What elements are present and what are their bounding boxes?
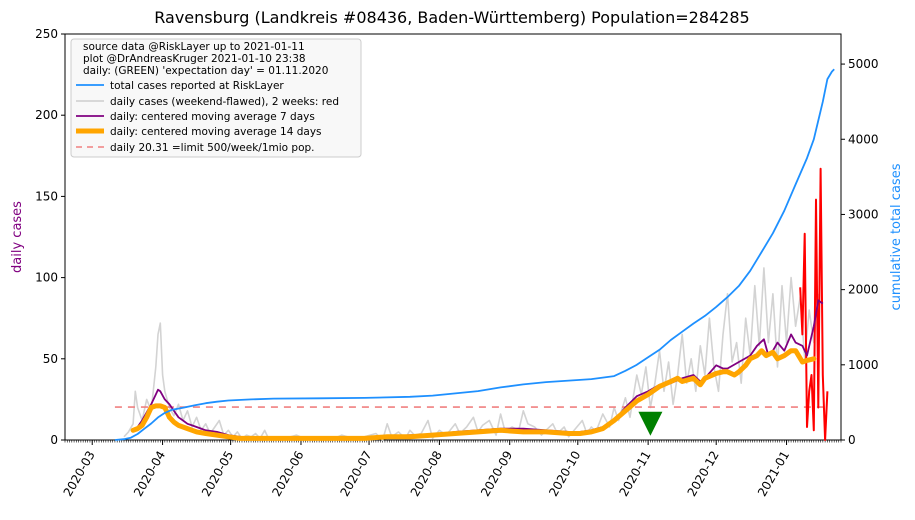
y-right-tick-label: 1000 bbox=[848, 358, 879, 372]
y-axis-label-right: cumulative total cases bbox=[889, 163, 904, 310]
expectation-day-marker bbox=[638, 411, 663, 436]
x-month-tick-label: 2020-04 bbox=[131, 449, 168, 499]
x-month-tick-label: 2020-05 bbox=[199, 449, 236, 499]
y-left-tick-label: 0 bbox=[50, 433, 58, 447]
y-right-tick-label: 0 bbox=[848, 433, 856, 447]
y-left-tick-label: 200 bbox=[35, 108, 58, 122]
legend-info-line-3: daily: (GREEN) 'expectation day' = 01.11… bbox=[83, 65, 328, 77]
y-left-tick-label: 50 bbox=[43, 352, 58, 366]
y-left-tick-label: 150 bbox=[35, 189, 58, 203]
legend: source data @RiskLayer up to 2021-01-11 … bbox=[70, 38, 362, 158]
x-month-tick-label: 2020-12 bbox=[685, 449, 722, 499]
series-daily-red-line bbox=[799, 167, 829, 441]
series-daily-line bbox=[123, 267, 820, 441]
x-month-tick-label: 2020-06 bbox=[269, 449, 306, 499]
y-right-tick-label: 3000 bbox=[848, 207, 879, 221]
series-layer bbox=[114, 68, 835, 441]
chart-title: Ravensburg (Landkreis #08436, Baden-Würt… bbox=[154, 8, 749, 27]
y-right-tick-label: 4000 bbox=[848, 132, 879, 146]
x-month-tick-label: 2020-08 bbox=[408, 449, 445, 499]
legend-box bbox=[70, 38, 362, 158]
x-month-tick-label: 2020-09 bbox=[478, 449, 515, 499]
x-month-tick-label: 2020-07 bbox=[337, 449, 374, 499]
y-axis-label-left: daily cases bbox=[10, 201, 25, 273]
legend-label-daily: daily cases (weekend-flawed), 2 weeks: r… bbox=[110, 96, 339, 108]
x-month-tick-label: 2020-11 bbox=[617, 449, 654, 499]
x-month-tick-label: 2021-01 bbox=[755, 449, 792, 499]
legend-label-ma7: daily: centered moving average 7 days bbox=[110, 111, 315, 123]
series-ma7-line bbox=[132, 299, 824, 440]
legend-label-total: total cases reported at RiskLayer bbox=[110, 80, 284, 92]
legend-info-line-1: source data @RiskLayer up to 2021-01-11 bbox=[83, 41, 305, 53]
series-total-line bbox=[114, 68, 835, 441]
y-right-tick-label: 5000 bbox=[848, 57, 879, 71]
y-left-tick-label: 100 bbox=[35, 271, 58, 285]
y-right-tick-label: 2000 bbox=[848, 283, 879, 297]
legend-label-limit: daily 20.31 =limit 500/week/1mio pop. bbox=[110, 142, 315, 154]
series-ma14-line bbox=[130, 348, 817, 441]
x-month-tick-label: 2020-10 bbox=[546, 449, 583, 499]
legend-label-ma14: daily: centered moving average 14 days bbox=[110, 126, 322, 138]
x-month-tick-label: 2020-03 bbox=[61, 449, 98, 499]
legend-info-line-2: plot @DrAndreasKruger 2021-01-10 23:38 bbox=[83, 53, 306, 65]
y-left-tick-label: 250 bbox=[35, 27, 58, 41]
